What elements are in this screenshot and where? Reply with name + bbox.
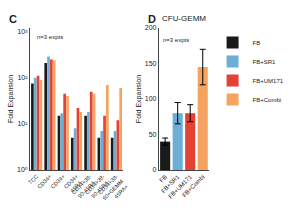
svg-text:n=3 expts: n=3 expts: [163, 37, 189, 43]
svg-text:n=3 expts: n=3 expts: [37, 34, 63, 40]
svg-text:200: 200: [145, 24, 157, 31]
svg-text:FB: FB: [253, 40, 261, 46]
svg-text:C: C: [9, 13, 17, 25]
svg-text:100: 100: [145, 95, 157, 102]
svg-text:FB: FB: [158, 174, 168, 184]
svg-text:CD34+38-90-45RA-: CD34+38-90-45RA-: [84, 173, 111, 200]
svg-text:FB+Combi: FB+Combi: [253, 97, 282, 103]
svg-text:150: 150: [145, 60, 157, 67]
svg-text:Fold Expansion: Fold Expansion: [135, 75, 143, 123]
svg-text:CFU-GEMM: CFU-GEMM: [162, 14, 206, 23]
svg-text:CD34+38-90-45RA-: CD34+38-90-45RA-: [70, 173, 97, 200]
svg-text:10³: 10³: [17, 28, 28, 35]
svg-text:10⁰: 10⁰: [17, 166, 28, 173]
svg-text:Fold Expansion: Fold Expansion: [7, 75, 15, 123]
svg-text:CD34+45RA-: CD34+45RA-: [63, 173, 85, 195]
svg-text:FB+SR1: FB+SR1: [160, 173, 181, 194]
svg-text:CD34+: CD34+: [49, 173, 65, 189]
svg-text:50: 50: [149, 131, 157, 138]
svg-text:FB+Combi: FB+Combi: [181, 174, 205, 198]
svg-text:10¹: 10¹: [17, 120, 28, 127]
svg-text:CD34+: CD34+: [36, 173, 52, 189]
svg-text:CD34+38-90+GEMM45RA+: CD34+38-90+GEMM45RA+: [96, 173, 129, 206]
svg-text:FB+UM171: FB+UM171: [253, 78, 284, 84]
svg-text:0: 0: [153, 166, 157, 173]
svg-text:D: D: [148, 13, 156, 25]
svg-text:TCC: TCC: [27, 173, 39, 185]
svg-text:10²: 10²: [17, 74, 28, 81]
svg-text:FB+UM171: FB+UM171: [167, 173, 193, 199]
svg-text:FB+SR1: FB+SR1: [253, 59, 277, 65]
